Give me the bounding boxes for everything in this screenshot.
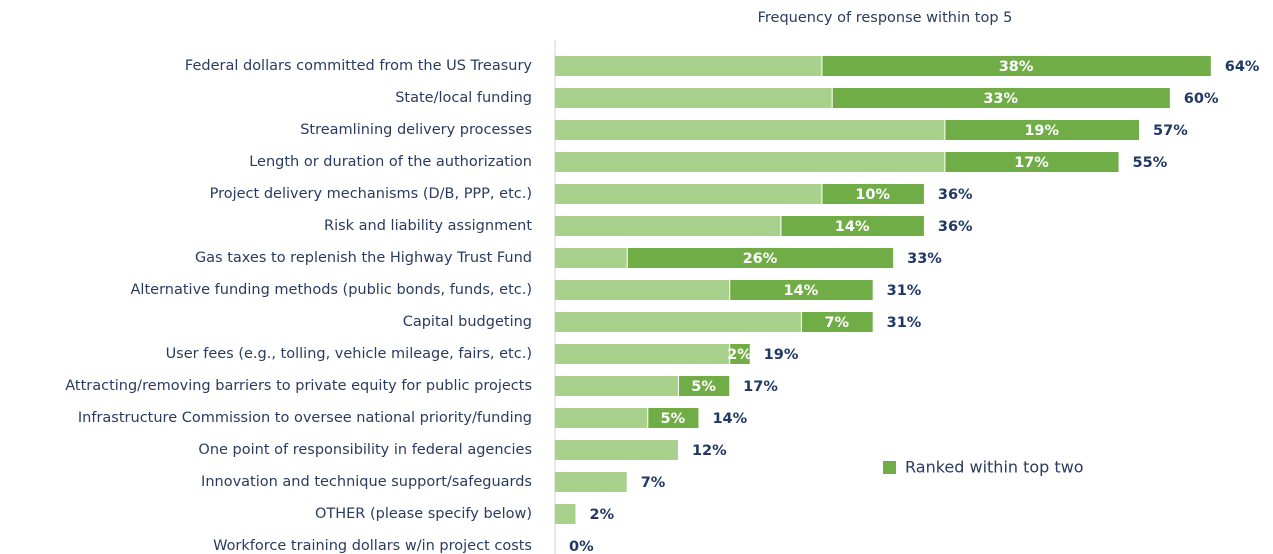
top-two-bar bbox=[945, 152, 1119, 172]
segment-label: 7% bbox=[824, 315, 849, 331]
category-label: OTHER (please specify below) bbox=[315, 506, 532, 522]
total-label: 60% bbox=[1184, 91, 1219, 107]
total-label: 55% bbox=[1133, 155, 1168, 171]
total-label: 2% bbox=[589, 507, 614, 523]
segment-label: 33% bbox=[983, 91, 1018, 107]
top-two-bar bbox=[678, 376, 730, 396]
top-two-bar bbox=[730, 280, 873, 300]
top-two-bar bbox=[822, 184, 924, 204]
top-two-bar bbox=[730, 344, 750, 364]
total-label: 14% bbox=[712, 411, 747, 427]
top-two-bar bbox=[945, 120, 1140, 140]
segment-label: 17% bbox=[1014, 155, 1049, 171]
total-label: 17% bbox=[743, 379, 778, 395]
category-label: Streamlining delivery processes bbox=[300, 122, 532, 138]
category-label: User fees (e.g., tolling, vehicle mileag… bbox=[166, 346, 532, 362]
total-label: 36% bbox=[938, 219, 973, 235]
category-label: Innovation and technique support/safegua… bbox=[201, 474, 532, 490]
category-label: Attracting/removing barriers to private … bbox=[65, 378, 532, 394]
top-two-bar bbox=[801, 312, 873, 332]
category-label: Length or duration of the authorization bbox=[249, 154, 532, 170]
total-label: 12% bbox=[692, 443, 727, 459]
category-label: Project delivery mechanisms (D/B, PPP, e… bbox=[210, 186, 532, 202]
bar bbox=[555, 504, 576, 524]
legend-swatch bbox=[883, 461, 896, 474]
category-label: One point of responsibility in federal a… bbox=[198, 442, 532, 458]
top-two-bar bbox=[627, 248, 894, 268]
total-label: 19% bbox=[764, 347, 799, 363]
category-label: Alternative funding methods (public bond… bbox=[131, 282, 532, 298]
category-label: Gas taxes to replenish the Highway Trust… bbox=[195, 250, 532, 266]
category-label: State/local funding bbox=[395, 90, 532, 106]
segment-label: 2% bbox=[727, 347, 752, 363]
top-two-bar bbox=[832, 88, 1170, 108]
bar bbox=[555, 440, 678, 460]
top-two-bar bbox=[822, 56, 1211, 76]
total-label: 57% bbox=[1153, 123, 1188, 139]
segment-label: 5% bbox=[661, 411, 686, 427]
top-two-bar bbox=[781, 216, 924, 236]
segment-label: 38% bbox=[999, 59, 1034, 75]
total-label: 36% bbox=[938, 187, 973, 203]
category-label: Infrastructure Commission to oversee nat… bbox=[78, 410, 532, 426]
total-label: 31% bbox=[887, 283, 922, 299]
total-label: 64% bbox=[1225, 59, 1260, 75]
bar bbox=[555, 344, 750, 364]
total-label: 31% bbox=[887, 315, 922, 331]
segment-label: 14% bbox=[835, 219, 870, 235]
segment-label: 14% bbox=[784, 283, 819, 299]
segment-label: 19% bbox=[1024, 123, 1059, 139]
total-label: 0% bbox=[569, 539, 594, 554]
total-label: 7% bbox=[641, 475, 666, 491]
category-label: Risk and liability assignment bbox=[324, 218, 532, 234]
category-label: Federal dollars committed from the US Tr… bbox=[185, 58, 533, 74]
segment-label: 5% bbox=[691, 379, 716, 395]
category-label: Capital budgeting bbox=[403, 314, 532, 330]
category-label: Workforce training dollars w/in project … bbox=[213, 538, 532, 554]
chart-title: Frequency of response within top 5 bbox=[758, 10, 1013, 26]
bar bbox=[555, 312, 873, 332]
segment-label: 26% bbox=[743, 251, 778, 267]
top-two-bar bbox=[648, 408, 699, 428]
segment-label: 10% bbox=[855, 187, 890, 203]
legend-label: Ranked within top two bbox=[905, 458, 1084, 477]
total-label: 33% bbox=[907, 251, 942, 267]
bar bbox=[555, 472, 627, 492]
